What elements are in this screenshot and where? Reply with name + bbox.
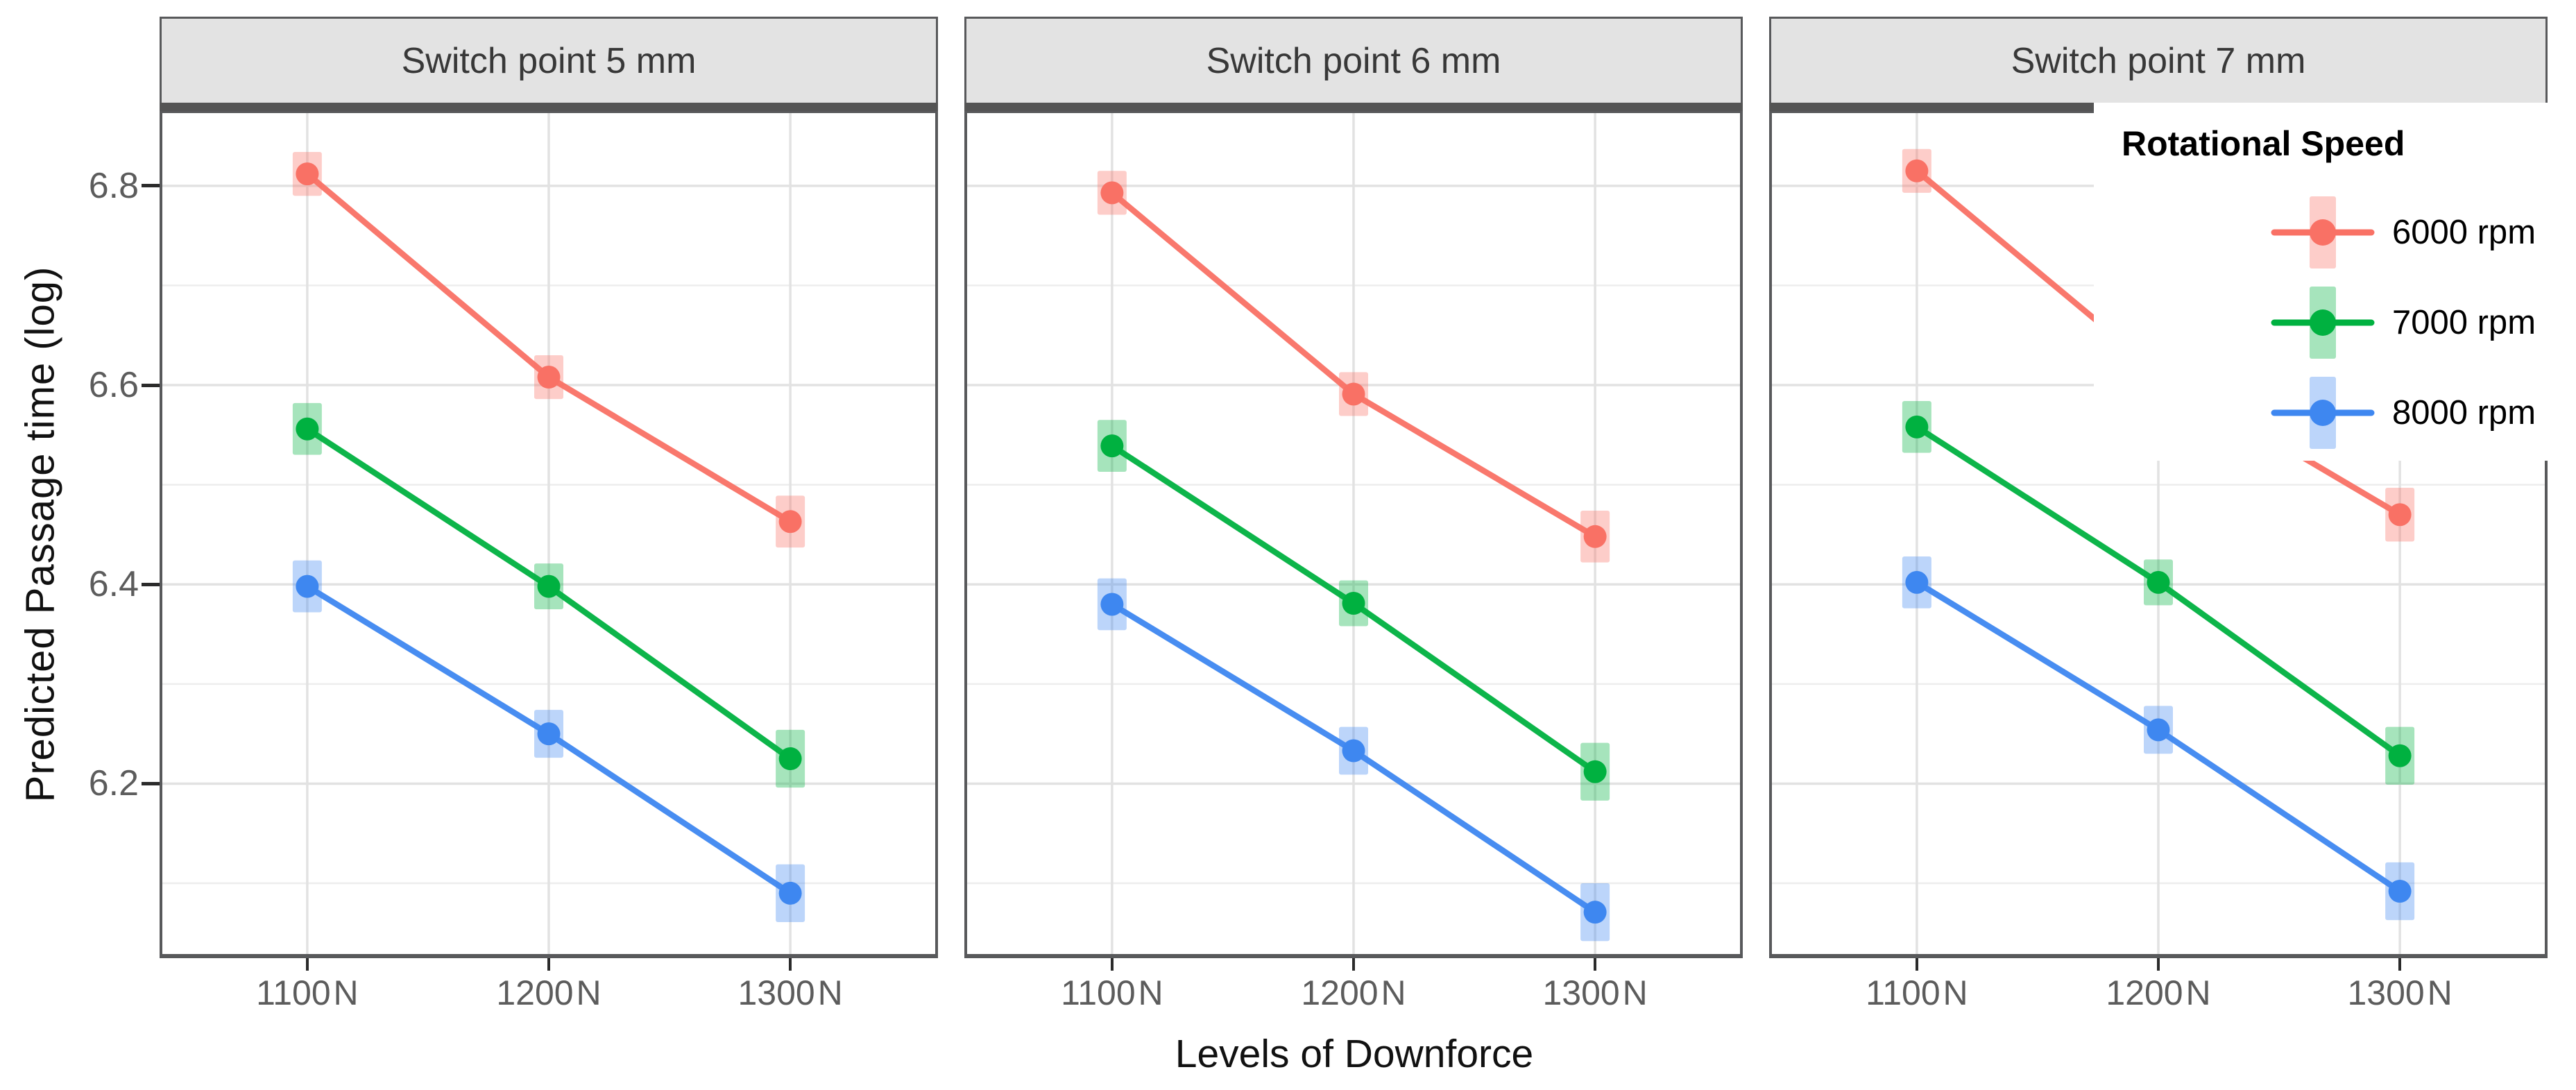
- x-tick-label: 1300 N: [2347, 973, 2453, 1012]
- legend-entries: 6000 rpm 7000 rpm 8000 rpm: [2094, 187, 2574, 458]
- x-tick-label: 1200 N: [1301, 973, 1406, 1012]
- data-point: [778, 881, 802, 905]
- x-tick-label: 1100 N: [256, 973, 359, 1012]
- data-point: [1342, 382, 1365, 406]
- facet-panel: Switch point 6 mm 1100 N 1200 N 1300 N: [964, 0, 1743, 1090]
- legend-entry-label: 6000 rpm: [2392, 214, 2536, 251]
- plot-svg: [1772, 113, 2545, 954]
- data-point: [296, 574, 319, 598]
- x-tick-mark: [1594, 958, 1597, 971]
- data-point: [2147, 570, 2170, 594]
- legend-entry-label: 8000 rpm: [2392, 394, 2536, 432]
- gridlines-major: [162, 113, 935, 954]
- legend-key-glyph: [2271, 377, 2375, 449]
- facet-strip-label: Switch point 7 mm: [2011, 40, 2306, 81]
- plot-svg: [162, 113, 935, 954]
- series-8000-rpm: [292, 560, 805, 923]
- y-tick-label: 6.6: [88, 365, 139, 406]
- data-point: [1342, 592, 1365, 615]
- plot-area: [160, 111, 938, 958]
- data-point: [537, 722, 561, 746]
- data-point: [778, 510, 802, 534]
- x-tick-mark: [2157, 958, 2160, 971]
- facet-strip: Switch point 5 mm: [160, 17, 938, 103]
- x-tick-mark: [547, 958, 550, 971]
- series-8000-rpm: [1902, 556, 2415, 921]
- data-point: [2388, 880, 2412, 903]
- data-point: [1100, 593, 1124, 616]
- y-tick-label: 6.4: [88, 564, 139, 605]
- series-7000-rpm: [292, 402, 805, 788]
- legend-entry: 6000 rpm: [2094, 187, 2574, 278]
- legend: Rotational Speed 6000 rpm 7000 rpm 8000 rp…: [2094, 103, 2574, 461]
- data-point: [2147, 718, 2170, 742]
- y-axis-title: Predicted Passage time (log): [17, 266, 63, 803]
- data-point: [2388, 503, 2412, 527]
- series-7000-rpm: [1902, 401, 2415, 785]
- x-tick-label: 1100 N: [1061, 973, 1163, 1012]
- data-point: [537, 574, 561, 598]
- x-tick-label: 1200 N: [2106, 973, 2211, 1012]
- data-point: [1100, 434, 1124, 458]
- x-tick-mark: [2398, 958, 2402, 971]
- data-point: [1342, 739, 1365, 763]
- series-6000-rpm: [292, 152, 805, 548]
- plot-svg: [967, 113, 1740, 954]
- x-tick-mark: [1915, 958, 1918, 971]
- legend-key-glyph: [2271, 196, 2375, 269]
- x-tick-label: 1300 N: [1542, 973, 1648, 1012]
- strip-underline-bar: [160, 103, 938, 111]
- data-point: [1100, 181, 1124, 205]
- facet-panel: Switch point 5 mm 1100 N 1200 N 1300 N: [160, 0, 938, 1090]
- strip-underline-bar: [964, 103, 1743, 111]
- data-point: [296, 417, 319, 441]
- series-7000-rpm: [1097, 420, 1610, 801]
- legend-entry-label: 7000 rpm: [2392, 304, 2536, 341]
- x-tick-mark: [305, 958, 309, 971]
- x-axis-title: Levels of Downforce: [1175, 1032, 1534, 1076]
- series-8000-rpm: [1097, 578, 1610, 942]
- data-point: [778, 747, 802, 771]
- data-point: [2388, 744, 2412, 767]
- x-tick-mark: [1352, 958, 1355, 971]
- data-point: [1905, 415, 1929, 438]
- data-point: [1583, 525, 1607, 548]
- data-point: [1583, 760, 1607, 783]
- x-tick-label: 1200 N: [496, 973, 602, 1012]
- legend-entry: 7000 rpm: [2094, 278, 2574, 368]
- facet-strip: Switch point 6 mm: [964, 17, 1743, 103]
- gridlines-major: [967, 113, 1740, 954]
- legend-title: Rotational Speed: [2122, 124, 2405, 163]
- x-tick-label: 1100 N: [1866, 973, 1968, 1012]
- y-tick-mark: [142, 582, 160, 586]
- data-point: [296, 162, 319, 186]
- y-tick-mark: [142, 383, 160, 387]
- x-tick-label: 1300 N: [737, 973, 843, 1012]
- facet-strip: Switch point 7 mm: [1769, 17, 2548, 103]
- facet-strip-label: Switch point 5 mm: [401, 40, 697, 81]
- x-tick-mark: [789, 958, 792, 971]
- plot-area: [964, 111, 1743, 958]
- legend-entry: 8000 rpm: [2094, 368, 2574, 458]
- data-point: [537, 366, 561, 389]
- y-tick-mark: [142, 184, 160, 188]
- x-tick-mark: [1110, 958, 1114, 971]
- y-tick-label: 6.2: [88, 763, 139, 804]
- data-point: [1905, 570, 1929, 594]
- y-tick-mark: [142, 781, 160, 785]
- y-tick-label: 6.8: [88, 165, 139, 206]
- legend-key-glyph: [2271, 287, 2375, 359]
- series-6000-rpm: [1097, 171, 1610, 563]
- facet-strip-label: Switch point 6 mm: [1206, 40, 1501, 81]
- data-point: [1905, 159, 1929, 182]
- data-point: [1583, 901, 1607, 924]
